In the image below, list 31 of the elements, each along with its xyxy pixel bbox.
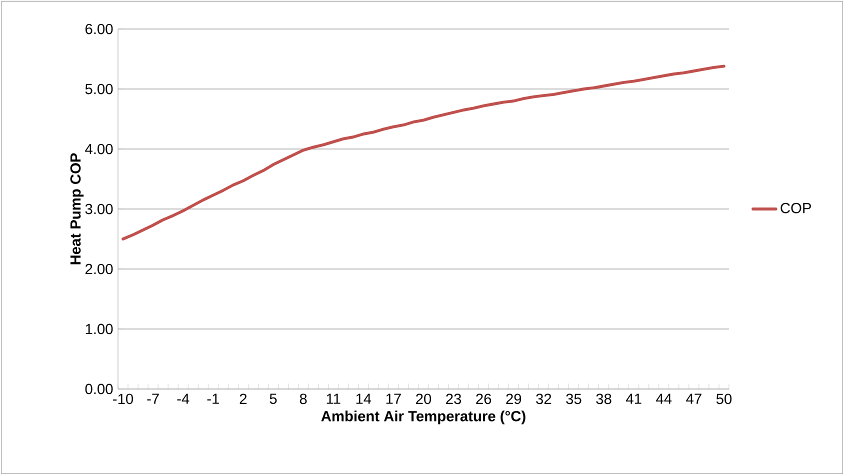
x-tick-label: 35 [566, 394, 582, 404]
x-tick-label: 38 [596, 394, 612, 404]
x-tick-label: 17 [386, 394, 401, 404]
x-tick-label: -1 [207, 394, 219, 404]
y-tick-label: 0.00 [85, 384, 113, 394]
x-tick-label: 26 [476, 394, 492, 404]
x-tick-label: 32 [536, 394, 552, 404]
y-tick-label: 3.00 [85, 204, 113, 214]
x-tick-label: 14 [356, 394, 372, 404]
x-tick-label: 20 [416, 394, 432, 404]
x-tick-label: 2 [240, 394, 247, 404]
x-tick-label: 29 [506, 394, 522, 404]
legend-label: COP [780, 202, 811, 214]
x-tick-label: 44 [656, 394, 672, 404]
x-tick-label: 41 [626, 394, 642, 404]
x-tick-label: 5 [270, 394, 277, 404]
y-tick-label: 5.00 [85, 84, 113, 94]
x-tick-label: -7 [147, 394, 159, 404]
x-axis-title: Ambient Air Temperature (°C) [321, 410, 526, 424]
x-tick-label: -4 [177, 394, 190, 404]
x-tick-label: 47 [686, 394, 702, 404]
y-tick-label: 2.00 [85, 264, 113, 274]
y-tick-label: 6.00 [86, 24, 113, 34]
y-tick-label: 1.00 [86, 324, 113, 334]
x-tick-label: 8 [300, 394, 307, 404]
x-tick-label: 50 [716, 394, 732, 404]
x-tick-label: 11 [326, 394, 340, 404]
x-tick-label: -10 [113, 394, 134, 404]
y-axis-title: Heat Pump COP [70, 153, 84, 264]
x-tick-label: 23 [446, 394, 462, 404]
y-tick-label: 4.00 [85, 144, 113, 154]
